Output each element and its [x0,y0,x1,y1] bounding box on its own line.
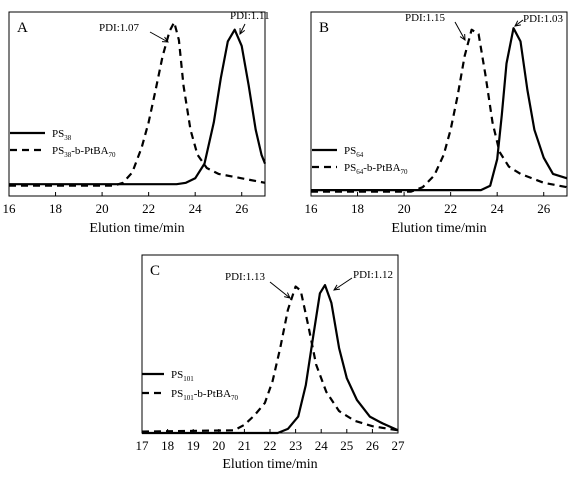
x-tick-label: 25 [340,438,353,453]
series-line-copolymer [141,285,399,433]
x-tick-label: 20 [96,201,109,216]
x-tick-label: 22 [264,438,277,453]
x-tick-label: 18 [49,201,62,216]
x-axis-label: Elution time/min [222,457,317,472]
pdi-annotation: PDI:1.12 [353,269,393,281]
x-tick-label: 16 [305,201,319,216]
pdi-annotation: PDI:1.11 [230,10,270,22]
x-tick-label: 21 [238,438,251,453]
annotation-arrow-line [149,31,169,43]
series-line-homopolymer [9,28,267,186]
x-tick-label: 23 [289,438,302,453]
annotation-arrow-head [333,284,341,291]
x-tick-label: 27 [392,438,406,453]
annotation-arrow-head [239,27,246,36]
annotation-arrow-head [514,20,521,27]
panel-label: C [150,263,160,279]
x-tick-label: 26 [235,201,249,216]
panel-label: A [17,20,28,36]
legend-entry: PS38 [52,128,72,142]
series-line-homopolymer [311,27,568,192]
legend-entry: PS64-b-PtBA70 [344,162,408,176]
plot-frame [8,11,266,197]
x-tick-label: 24 [491,201,505,216]
x-axis-label: Elution time/min [89,221,184,236]
annotation-arrow-line [454,21,466,41]
x-tick-label: 18 [161,438,174,453]
x-tick-label: 20 [212,438,225,453]
x-tick-label: 18 [351,201,364,216]
panel-label: B [319,20,329,36]
plot-frame [310,11,568,197]
chart-panel-a: A 16 18 20 22 24 26 Elution time/min PDI:1.11 PDI… [3,10,270,236]
series-line-homopolymer [142,284,399,435]
pdi-annotation: PDI:1.15 [405,12,446,24]
chart-panel-b: B 16 18 20 22 24 26 Elution time/min PDI:1.03 PDI… [305,11,568,236]
annotation-arrow-line [514,19,524,27]
x-tick-label: 22 [444,201,457,216]
annotation-arrow-head [161,36,170,43]
x-tick-label: 26 [537,201,551,216]
x-axis-label: Elution time/min [391,221,486,236]
series-line-copolymer [311,28,568,193]
x-tick-label: 20 [398,201,411,216]
legend-entry: PS38-b-PtBA70 [52,145,116,159]
x-tick-label: 17 [136,438,150,453]
x-tick-label: 19 [187,438,200,453]
x-tick-label: 16 [3,201,17,216]
series-line-copolymer [9,21,266,187]
legend-entry: PS101 [171,369,194,383]
annotation-arrow-line [269,281,291,299]
x-tick-label: 24 [315,438,329,453]
x-tick-label: 24 [189,201,203,216]
pdi-annotation: PDI:1.03 [523,13,564,25]
pdi-annotation: PDI:1.07 [99,22,140,34]
x-tick-label: 22 [142,201,155,216]
chart-panel-c: C 17 18 19 20 21 22 23 24 25 26 27 Elution time/min P… [136,254,406,472]
pdi-annotation: PDI:1.13 [225,271,266,283]
annotation-arrow-head [459,33,466,42]
annotation-arrow-head [284,292,291,299]
legend-entry: PS101-b-PtBA70 [171,388,239,402]
plot-frame [141,254,399,434]
x-tick-label: 26 [366,438,380,453]
annotation-arrow-line [333,277,353,291]
legend-entry: PS64 [344,145,364,159]
annotation-arrow-line [239,23,246,35]
